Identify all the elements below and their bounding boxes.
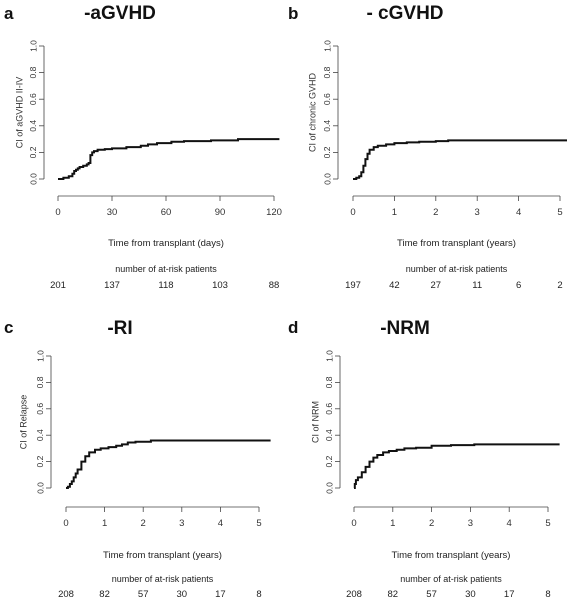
y-tick-label: 0.6 bbox=[322, 93, 332, 105]
risk-count: 57 bbox=[138, 589, 149, 599]
panel-title: - cGVHD bbox=[366, 3, 443, 24]
cumulative-incidence-curve bbox=[353, 139, 567, 180]
y-tick-label: 0.8 bbox=[28, 66, 38, 78]
panel-c: c -RI 0.0 0.2 0.4 0.6 0.8 1.0 CI of Relapse 0 1 2 3 4… bbox=[4, 318, 271, 599]
x-tick-label: 3 bbox=[468, 518, 473, 529]
y-axis-label: CI of aGVHD II-IV bbox=[14, 77, 24, 149]
cumulative-incidence-curve bbox=[353, 443, 560, 489]
risk-count: 118 bbox=[158, 280, 173, 291]
y-tick-label: 0.6 bbox=[28, 93, 38, 105]
y-tick-label: 0.0 bbox=[322, 173, 332, 185]
panel-title: -aGVHD bbox=[84, 3, 156, 24]
x-tick-label: 90 bbox=[215, 207, 226, 218]
risk-count: 27 bbox=[431, 280, 442, 291]
x-tick-label: 0 bbox=[55, 207, 60, 218]
x-axis-label: Time from transplant (years) bbox=[103, 550, 222, 561]
y-tick-label: 1.0 bbox=[322, 40, 332, 52]
y-tick-label: 0.2 bbox=[35, 455, 45, 467]
risk-count: 17 bbox=[504, 589, 515, 599]
x-tick-label: 5 bbox=[256, 518, 261, 529]
risk-table-title: number of at-risk patients bbox=[115, 264, 217, 274]
x-tick-label: 120 bbox=[266, 207, 282, 218]
y-tick-label: 1.0 bbox=[28, 40, 38, 52]
y-tick-label: 0.2 bbox=[324, 455, 334, 467]
risk-count: 201 bbox=[50, 280, 66, 291]
y-tick-label: 0.0 bbox=[28, 173, 38, 185]
x-tick-label: 1 bbox=[392, 207, 397, 218]
y-tick-label: 0.4 bbox=[28, 120, 38, 132]
y-tick-label: 1.0 bbox=[324, 350, 334, 362]
risk-count: 82 bbox=[388, 589, 399, 599]
risk-count: 208 bbox=[346, 589, 362, 599]
x-tick-label: 4 bbox=[507, 518, 512, 529]
risk-count: 30 bbox=[177, 589, 188, 599]
risk-count: 57 bbox=[426, 589, 437, 599]
y-tick-label: 0.8 bbox=[35, 376, 45, 388]
risk-count: 8 bbox=[256, 589, 261, 599]
risk-table-title: number of at-risk patients bbox=[406, 264, 508, 274]
panel-title: -NRM bbox=[380, 318, 430, 339]
y-tick-label: 0.2 bbox=[322, 146, 332, 158]
risk-count: 103 bbox=[212, 280, 228, 291]
y-tick-label: 0.4 bbox=[322, 120, 332, 132]
x-tick-label: 0 bbox=[350, 207, 355, 218]
risk-count: 8 bbox=[545, 589, 550, 599]
y-tick-label: 0.8 bbox=[322, 66, 332, 78]
x-tick-label: 3 bbox=[475, 207, 480, 218]
panel-letter: b bbox=[288, 4, 298, 23]
risk-count: 30 bbox=[465, 589, 476, 599]
x-tick-label: 5 bbox=[557, 207, 562, 218]
x-tick-label: 30 bbox=[107, 207, 118, 218]
y-tick-label: 0.6 bbox=[324, 403, 334, 415]
y-axis-label: CI of Relapse bbox=[18, 395, 28, 450]
risk-count: 6 bbox=[516, 280, 521, 291]
y-tick-label: 0.0 bbox=[35, 482, 45, 494]
risk-count: 2 bbox=[557, 280, 562, 291]
x-axis-label: Time from transplant (days) bbox=[108, 238, 224, 249]
y-tick-label: 0.6 bbox=[35, 403, 45, 415]
panel-letter: c bbox=[4, 318, 13, 337]
x-axis-label: Time from transplant (years) bbox=[397, 238, 516, 249]
cumulative-incidence-curve bbox=[58, 138, 280, 180]
y-tick-label: 0.2 bbox=[28, 146, 38, 158]
y-axis-label: CI of NRM bbox=[310, 401, 320, 443]
risk-count: 42 bbox=[389, 280, 400, 291]
y-tick-label: 1.0 bbox=[35, 350, 45, 362]
panel-b: b - cGVHD 0.0 0.2 0.4 0.6 0.8 1.0 CI of chronic … bbox=[288, 3, 567, 291]
risk-count: 197 bbox=[345, 280, 361, 291]
x-tick-label: 1 bbox=[102, 518, 107, 529]
risk-count: 17 bbox=[215, 589, 226, 599]
y-tick-label: 0.0 bbox=[324, 482, 334, 494]
risk-count: 88 bbox=[269, 280, 280, 291]
risk-count: 11 bbox=[472, 280, 482, 291]
x-tick-label: 0 bbox=[351, 518, 356, 529]
y-tick-label: 0.8 bbox=[324, 376, 334, 388]
x-tick-label: 1 bbox=[390, 518, 395, 529]
x-tick-label: 2 bbox=[433, 207, 438, 218]
panel-a: a -aGVHD 0.0 0.2 0.4 0.6 0.8 1.0 CI of aGVHD II-… bbox=[4, 3, 282, 291]
cumulative-incidence-curve bbox=[66, 439, 271, 489]
risk-count: 82 bbox=[99, 589, 110, 599]
risk-count: 208 bbox=[58, 589, 74, 599]
panel-letter: a bbox=[4, 4, 14, 23]
x-tick-label: 60 bbox=[161, 207, 172, 218]
risk-table-title: number of at-risk patients bbox=[400, 574, 502, 584]
x-tick-label: 3 bbox=[179, 518, 184, 529]
x-tick-label: 2 bbox=[429, 518, 434, 529]
y-tick-label: 0.4 bbox=[324, 429, 334, 441]
panel-letter: d bbox=[288, 318, 298, 337]
x-tick-label: 4 bbox=[218, 518, 223, 529]
x-axis-label: Time from transplant (years) bbox=[392, 550, 511, 561]
x-tick-label: 5 bbox=[545, 518, 550, 529]
y-axis-label: CI of chronic GVHD bbox=[307, 72, 317, 152]
x-tick-label: 2 bbox=[141, 518, 146, 529]
risk-table-title: number of at-risk patients bbox=[112, 574, 214, 584]
y-tick-label: 0.4 bbox=[35, 429, 45, 441]
x-tick-label: 4 bbox=[516, 207, 521, 218]
panel-d: d -NRM 0.0 0.2 0.4 0.6 0.8 1.0 CI of NRM 0 1 2 3 4 5 Ti… bbox=[288, 318, 560, 599]
panel-title: -RI bbox=[107, 318, 132, 339]
risk-count: 137 bbox=[104, 280, 120, 291]
x-tick-label: 0 bbox=[63, 518, 68, 529]
